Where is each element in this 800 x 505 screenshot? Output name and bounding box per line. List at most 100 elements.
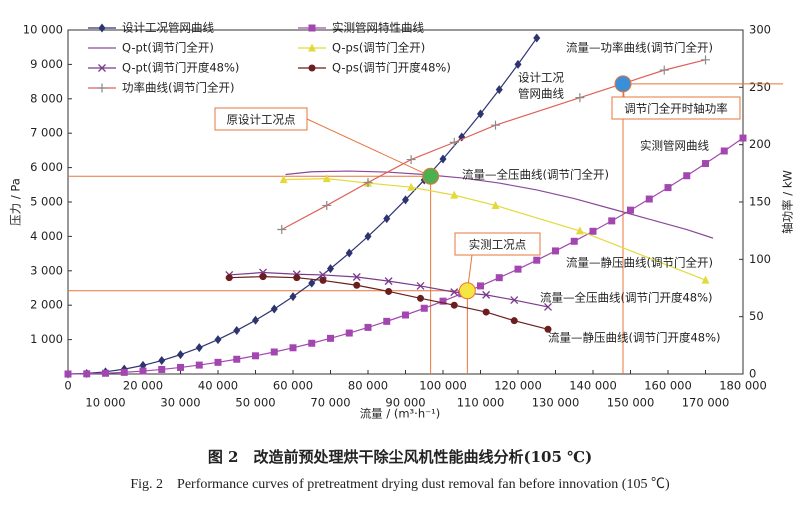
- marker: [308, 24, 316, 32]
- marker: [491, 120, 500, 130]
- annotation: 流量—功率曲线(调节门全开): [566, 41, 713, 55]
- marker: [364, 231, 372, 241]
- marker: [64, 370, 72, 378]
- marker: [491, 200, 500, 209]
- marker: [533, 256, 541, 264]
- marker: [416, 281, 425, 290]
- marker: [659, 65, 669, 75]
- marker: [233, 355, 241, 363]
- marker: [363, 178, 373, 188]
- marker: [739, 134, 747, 142]
- marker: [701, 275, 710, 284]
- y2-tick-label: 250: [749, 80, 771, 94]
- marker: [279, 175, 288, 184]
- marker: [417, 294, 424, 302]
- marker: [439, 297, 447, 305]
- marker: [98, 23, 106, 33]
- marker: [259, 273, 267, 281]
- annotation: 流量—静压曲线(调节门开度48%): [548, 331, 721, 345]
- marker: [308, 43, 316, 52]
- marker: [277, 225, 287, 235]
- marker: [683, 172, 691, 180]
- y2-axis-label: 轴功率 / kW: [781, 170, 795, 234]
- y2-tick-label: 150: [749, 195, 771, 209]
- caption-cn: 图 2 改造前预处理烘干除尘风机性能曲线分析(105 ℃): [208, 448, 592, 466]
- legend-label: Q-pt(调节门开度48%): [122, 61, 239, 75]
- series-line: [285, 170, 714, 239]
- marker: [120, 368, 128, 376]
- marker: [495, 274, 503, 282]
- marker: [720, 147, 728, 155]
- x-tick-label: 120 000: [494, 379, 542, 393]
- marker: [589, 227, 597, 235]
- marker: [270, 348, 278, 356]
- marker: [384, 277, 393, 286]
- marker: [195, 361, 203, 369]
- operating-point: [614, 75, 632, 93]
- marker: [195, 343, 203, 353]
- marker: [252, 352, 259, 360]
- marker: [322, 174, 331, 183]
- marker: [664, 184, 672, 192]
- y-tick-label: 1 000: [30, 332, 63, 346]
- marker: [552, 247, 559, 255]
- marker: [514, 59, 522, 69]
- legend-label: Q-ps(调节门开度48%): [332, 61, 451, 75]
- marker: [308, 64, 316, 72]
- marker: [225, 274, 233, 282]
- marker: [98, 64, 106, 72]
- caption-en: Fig. 2 Performance curves of pretreatmen…: [130, 477, 670, 492]
- marker: [214, 335, 222, 345]
- marker: [510, 296, 519, 304]
- x-tick-label: 100 000: [419, 379, 467, 393]
- x-tick-label: 60 000: [273, 379, 313, 393]
- marker: [319, 276, 327, 284]
- x-tick-label: 80 000: [348, 379, 388, 393]
- x-tick-label: 130 000: [532, 396, 580, 410]
- marker: [420, 304, 428, 312]
- marker: [364, 323, 372, 331]
- marker: [289, 292, 297, 302]
- marker: [477, 109, 484, 119]
- marker: [477, 282, 484, 290]
- y-tick-label: 4 000: [30, 229, 63, 243]
- annotation: 设计工况: [518, 71, 564, 85]
- y-tick-label: 9 000: [30, 57, 63, 71]
- marker: [327, 334, 334, 342]
- x-tick-label: 180 000: [719, 379, 767, 393]
- y-tick-label: 5 000: [30, 195, 63, 209]
- annotation: 管网曲线: [518, 87, 564, 101]
- x-tick-label: 50 000: [235, 396, 275, 410]
- x-tick-label: 10 000: [85, 396, 125, 410]
- marker: [158, 365, 166, 373]
- callout-box: [214, 107, 308, 131]
- callout-line: [306, 118, 431, 177]
- marker: [645, 195, 653, 203]
- y2-tick-label: 200: [749, 137, 771, 151]
- marker: [270, 304, 278, 314]
- marker: [495, 85, 503, 95]
- x-tick-label: 150 000: [607, 396, 655, 410]
- marker: [327, 264, 334, 274]
- marker: [482, 290, 491, 299]
- marker: [83, 370, 91, 378]
- marker: [345, 329, 353, 337]
- x-tick-label: 170 000: [682, 396, 730, 410]
- marker: [406, 155, 416, 165]
- marker: [702, 160, 709, 168]
- legend-label: 功率曲线(调节门全开): [122, 81, 234, 95]
- marker: [308, 339, 316, 347]
- legend-label: Q-ps(调节门全开): [332, 41, 425, 55]
- marker: [575, 226, 584, 235]
- callout-label: 原设计工况点: [227, 113, 296, 127]
- marker: [407, 182, 416, 191]
- y-tick-label: 3 000: [30, 263, 63, 277]
- operating-point: [458, 282, 476, 300]
- marker: [214, 358, 222, 366]
- marker: [102, 369, 109, 377]
- marker: [482, 308, 490, 316]
- annotation: 流量—全压曲线(调节门全开): [462, 168, 609, 182]
- marker: [575, 93, 585, 103]
- callout-label: 调节门全开时轴功率: [624, 102, 728, 116]
